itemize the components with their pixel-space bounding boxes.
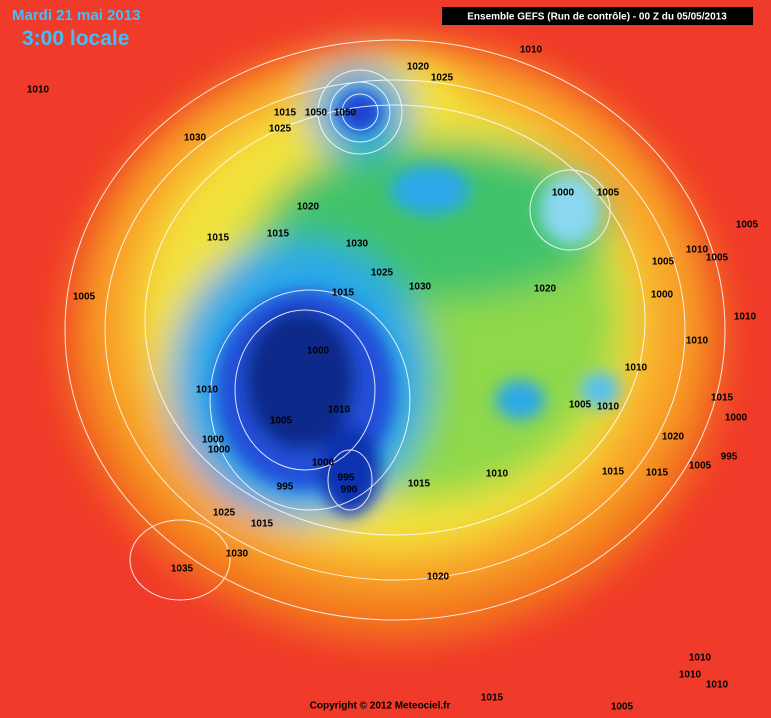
isobar-label: 1000	[202, 435, 225, 446]
isobar-label: 1030	[409, 282, 432, 293]
isobar-label: 1050	[334, 108, 357, 119]
isobar-label: 1015	[274, 108, 297, 119]
isobar-label: 1010	[679, 670, 702, 681]
isobar-label: 1005	[597, 188, 620, 199]
isobar-label: 1010	[597, 402, 620, 413]
isobar-label: 1005	[611, 702, 634, 713]
isobar-label: 1005	[736, 220, 759, 231]
isobar-label: 1000	[651, 290, 674, 301]
isobar-label: 1010	[520, 45, 543, 56]
isobar-label: 995	[721, 452, 738, 463]
isobar-label: 1005	[689, 461, 712, 472]
isobar-label: 1015	[251, 519, 274, 530]
isobar-label: 1000	[307, 346, 330, 357]
isobar-label: 1015	[481, 693, 504, 704]
isobar-label: 1035	[171, 564, 194, 575]
isobar-label: 1010	[196, 385, 219, 396]
isobar-label: 1010	[27, 85, 50, 96]
isobar-label: 1020	[427, 572, 450, 583]
run-box	[442, 7, 753, 25]
isobar-label: 1025	[213, 508, 236, 519]
copyright: Copyright © 2012 Meteociel.fr	[310, 701, 451, 712]
isobar-label: 1025	[431, 73, 454, 84]
isobar-label: 1015	[646, 468, 669, 479]
isobar-label: 1030	[226, 549, 249, 560]
isobar-label: 995	[338, 473, 355, 484]
isobar-label: 1000	[208, 445, 231, 456]
isobar-label: 1005	[270, 416, 293, 427]
isobar-label: 1010	[328, 405, 351, 416]
isobar-label: 1015	[332, 288, 355, 299]
isobar-label: 1020	[407, 62, 430, 73]
isobar-label: 1015	[602, 467, 625, 478]
isobar-label: 1020	[534, 284, 557, 295]
isobar-label: 995	[277, 482, 294, 493]
isobar-label: 1030	[346, 239, 369, 250]
isobar-label: 1015	[408, 479, 431, 490]
isobar-label: 1015	[267, 229, 290, 240]
isobar-label: 1030	[184, 133, 207, 144]
run-info: Ensemble GEFS (Run de contrôle) - 00 Z d…	[467, 12, 727, 23]
isobar-label: 1010	[686, 336, 709, 347]
isobar-label: 1010	[706, 680, 729, 691]
isobar-label: 1010	[625, 363, 648, 374]
isobar-label: 1000	[312, 458, 335, 469]
isobar-label: 1000	[725, 413, 748, 424]
isobar-label: 1010	[734, 312, 757, 323]
isobar-label: 1025	[269, 124, 292, 135]
isobar-label: 1010	[686, 245, 709, 256]
local-time: 3:00 locale	[22, 27, 129, 50]
isobar-label: 1005	[73, 292, 96, 303]
isobar-label: 1020	[662, 432, 685, 443]
isobar-label: 1020	[297, 202, 320, 213]
isobar-label: 990	[341, 485, 358, 496]
isobar-label: 1005	[569, 400, 592, 411]
isobar-label: 1005	[706, 253, 729, 264]
isobars	[64, 39, 726, 621]
isobar-label: 1015	[711, 393, 734, 404]
isobar-label: 1015	[207, 233, 230, 244]
isobar-label: 1010	[689, 653, 712, 664]
date-title: Mardi 21 mai 2013	[12, 7, 140, 24]
isobar-label: 1050	[305, 108, 328, 119]
isobar-label: 1000	[552, 188, 575, 199]
isobar-label: 1010	[486, 469, 509, 480]
isobar-label: 1025	[371, 268, 394, 279]
isobar-label: 1005	[652, 257, 675, 268]
